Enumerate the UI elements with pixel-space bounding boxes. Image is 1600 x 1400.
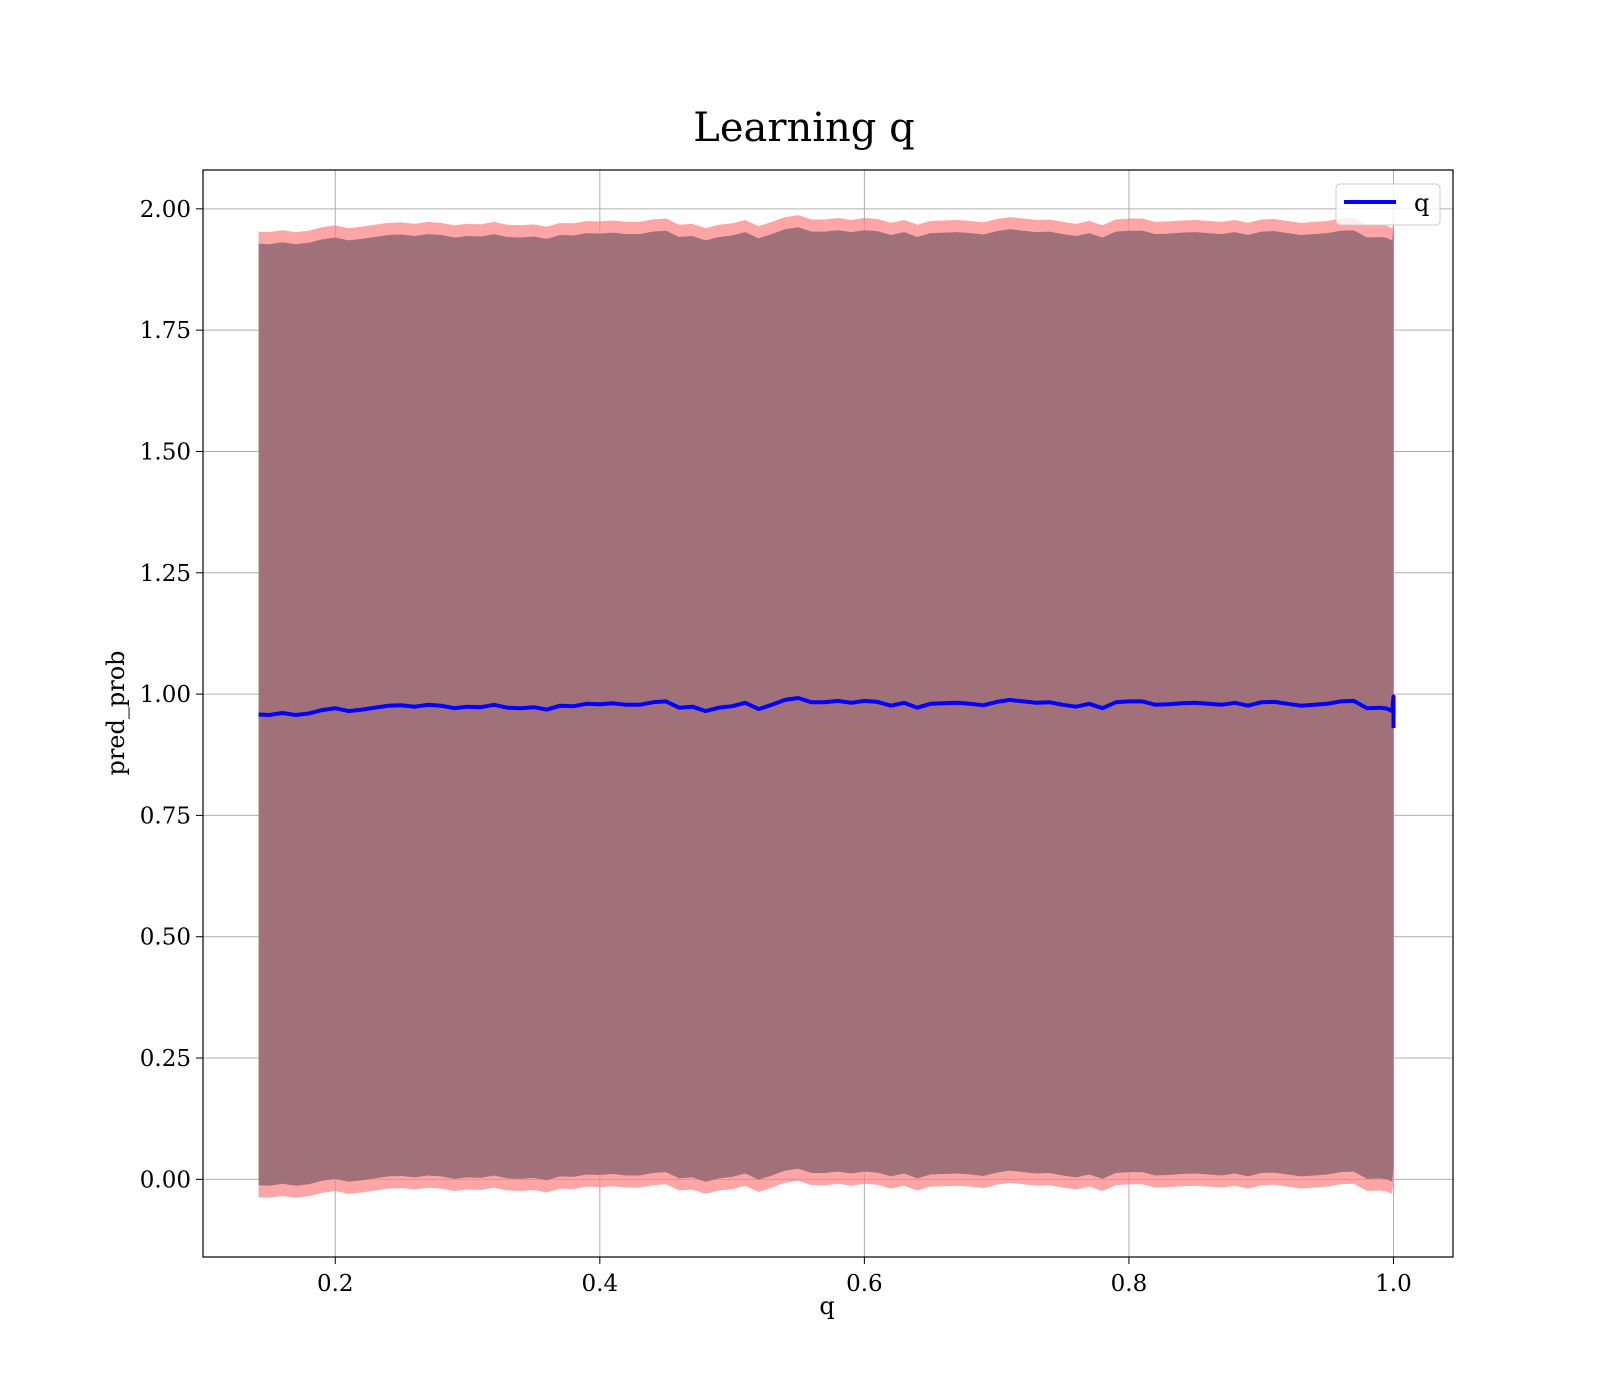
y-tick-label-4: 1.00	[140, 682, 191, 708]
legend-box	[1335, 183, 1441, 226]
y-tick-label-0: 0.00	[140, 1167, 191, 1193]
x-tick-label-4: 1.0	[1375, 1271, 1412, 1297]
y-tick-label-2: 0.50	[140, 925, 191, 951]
confidence-band	[258, 213, 1394, 1211]
y-axis-ticks: 0.00 0.25 0.50 0.75 1.00 1.25 1.50 1.75 2.00	[140, 197, 203, 1193]
series-line-q	[258, 694, 1396, 729]
y-tick-label-1: 0.25	[140, 1046, 191, 1072]
y-tick-label-7: 1.75	[140, 318, 191, 344]
y-tick-label-5: 1.25	[140, 561, 191, 587]
y-axis-label: pred_prob	[102, 650, 130, 775]
x-tick-label-3: 0.8	[1111, 1271, 1148, 1297]
x-axis-ticks: 0.2 0.4 0.6 0.8 1.0	[317, 1257, 1412, 1297]
x-axis-label: q	[819, 1292, 834, 1320]
y-tick-label-6: 1.50	[140, 439, 191, 465]
x-tick-label-0: 0.2	[317, 1271, 354, 1297]
band-fill	[258, 225, 1394, 1199]
y-tick-label-8: 2.00	[140, 197, 191, 223]
legend-label-q: q	[1414, 189, 1429, 217]
x-tick-label-2: 0.6	[846, 1271, 883, 1297]
series-lines	[258, 694, 1396, 729]
chart-title: Learning q	[693, 105, 914, 151]
plot-frame	[202, 169, 1454, 1258]
x-tick-label-1: 0.4	[582, 1271, 619, 1297]
legend: q	[1335, 183, 1441, 226]
y-tick-label-3: 0.75	[140, 803, 191, 829]
